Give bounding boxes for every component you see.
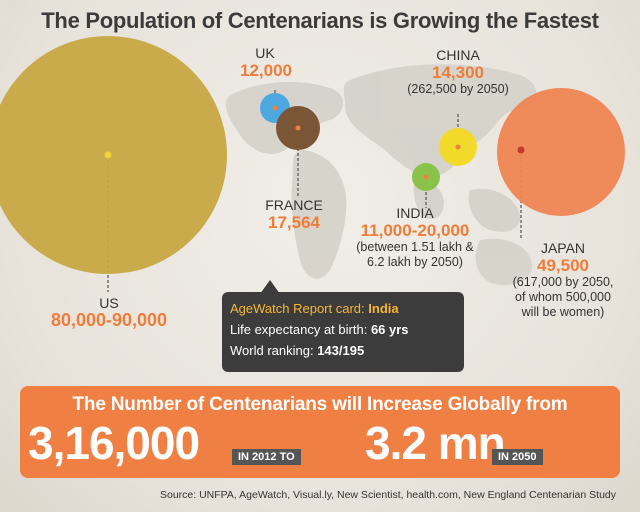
label-japan-note-2: of whom 500,000 xyxy=(515,290,611,304)
label-us: US 80,000-90,000 xyxy=(38,296,180,330)
life-expectancy-value: 66 yrs xyxy=(370,322,409,337)
report-card-life-expectancy: Life expectancy at birth: 66 yrs xyxy=(230,319,456,340)
label-france-value: 17,564 xyxy=(268,213,320,232)
banner-to-tag: IN 2050 xyxy=(492,449,543,465)
label-japan-name: JAPAN xyxy=(540,240,586,256)
life-expectancy-label: Life expectancy at birth: xyxy=(230,322,368,337)
banner-to-value: 3.2 mn xyxy=(365,417,506,469)
label-china-note: (262,500 by 2050) xyxy=(407,82,509,96)
label-india-note-2: 6.2 lakh by 2050) xyxy=(367,255,463,269)
global-increase-banner: The Number of Centenarians will Increase… xyxy=(20,386,620,478)
label-uk-name: UK xyxy=(255,45,275,61)
label-india-value: 11,000-20,000 xyxy=(360,221,470,240)
label-india-note-1: (between 1.51 lakh & xyxy=(356,240,474,254)
source-note: Source: UNFPA, AgeWatch, Visual.ly, New … xyxy=(160,489,616,501)
agewatch-report-card: AgeWatch Report card: India Life expecta… xyxy=(222,292,464,372)
bubble-us xyxy=(0,36,227,274)
report-card-world-ranking: World ranking: 143/195 xyxy=(230,340,456,361)
label-france: FRANCE 17,564 xyxy=(262,197,326,233)
banner-from-value: 3,16,000 xyxy=(28,417,200,469)
world-ranking-label: World ranking: xyxy=(230,343,314,358)
report-card-country: India xyxy=(368,301,399,316)
label-japan-note-1: (617,000 by 2050, xyxy=(512,275,614,289)
bubble-japan xyxy=(497,88,625,216)
bubble-center-dots xyxy=(104,105,525,180)
banner-headline: The Number of Centenarians will Increase… xyxy=(72,394,568,415)
label-japan: JAPAN 49,500 (617,000 by 2050, of whom 5… xyxy=(498,241,628,320)
report-card-title: AgeWatch Report card: India xyxy=(230,298,456,319)
label-japan-value: 49,500 xyxy=(537,256,589,275)
label-china-name: CHINA xyxy=(436,47,480,63)
label-india: INDIA 11,000-20,000 (between 1.51 lakh &… xyxy=(344,206,486,270)
chart-title: The Population of Centenarians is Growin… xyxy=(41,8,599,33)
label-uk-value: 12,000 xyxy=(240,61,292,80)
label-france-name: FRANCE xyxy=(265,197,323,213)
label-uk: UK 12,000 xyxy=(240,45,292,81)
label-china: CHINA 14,300 (262,500 by 2050) xyxy=(392,48,524,97)
world-ranking-value: 143/195 xyxy=(317,343,365,358)
label-india-name: INDIA xyxy=(396,205,434,221)
label-china-value: 14,300 xyxy=(432,63,484,82)
report-card-pointer xyxy=(260,280,280,294)
label-us-value: 80,000-90,000 xyxy=(50,310,168,330)
report-card-title-prefix: AgeWatch Report card: xyxy=(230,301,365,316)
label-us-name: US xyxy=(99,295,119,311)
label-japan-note-3: will be women) xyxy=(521,305,605,319)
banner-from-tag: IN 2012 TO xyxy=(232,449,301,465)
